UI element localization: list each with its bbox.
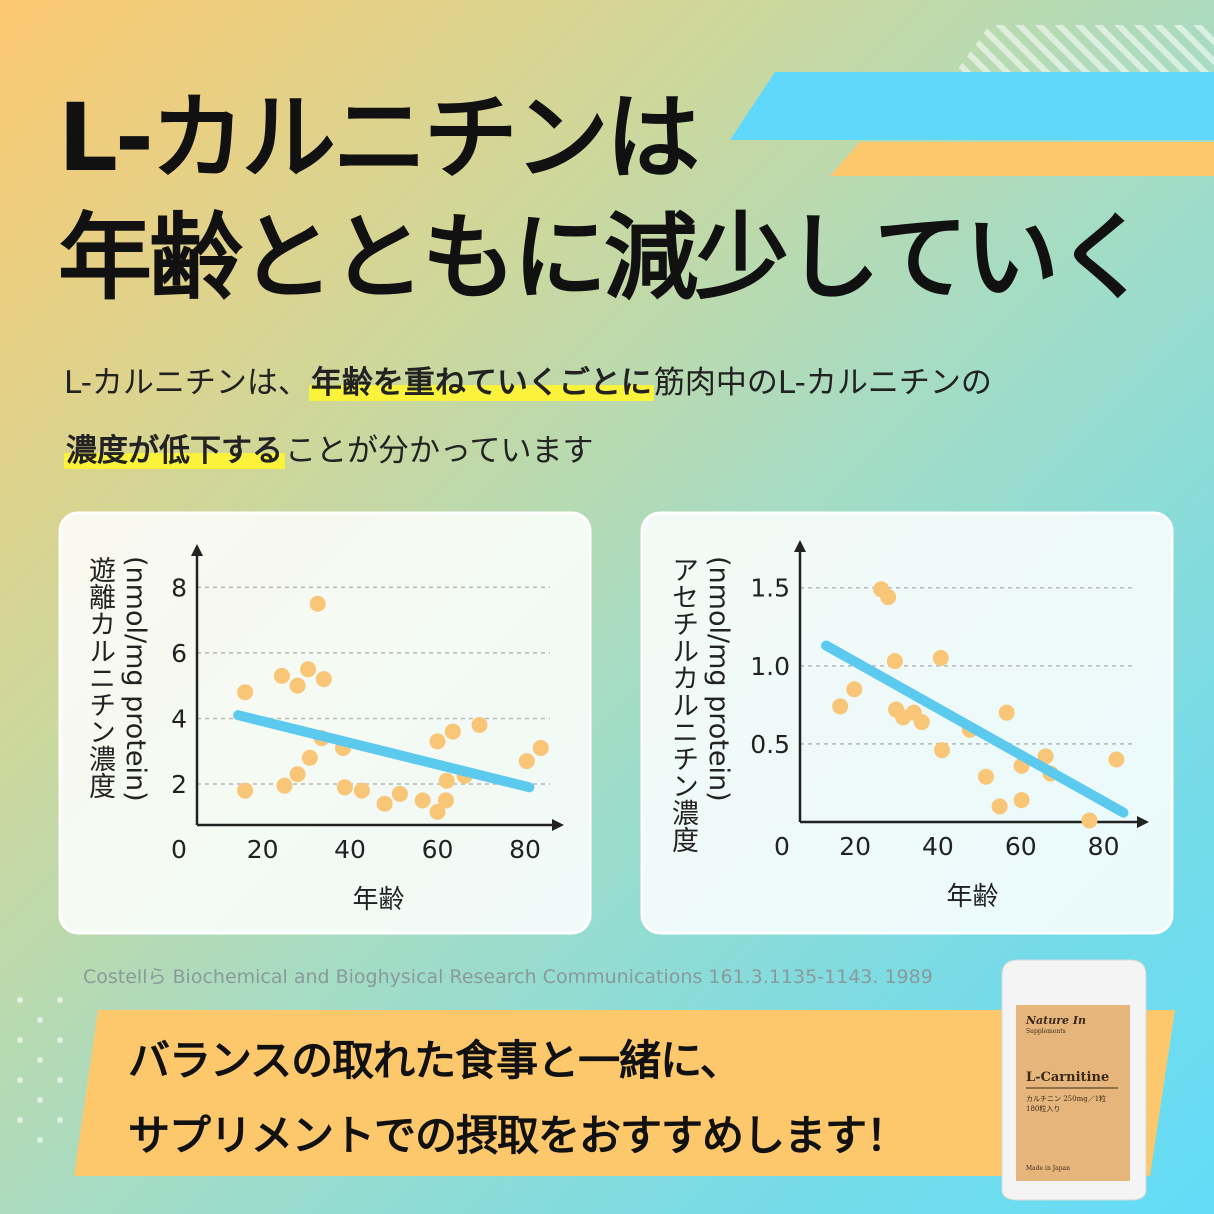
brand: Nature In	[1026, 1014, 1087, 1027]
y-axis-label: 遊離カルニチン濃度	[84, 556, 115, 799]
y-tick-label: 0.5	[750, 730, 790, 759]
trend-line	[821, 640, 1129, 818]
y-axis-arrow	[794, 540, 806, 552]
data-point	[429, 733, 446, 750]
data-point	[438, 772, 455, 789]
data-point	[273, 667, 290, 684]
data-point	[289, 677, 306, 694]
x-axis-label: 年齢	[946, 882, 998, 912]
data-point	[991, 798, 1008, 815]
data-point	[429, 803, 446, 820]
data-point	[437, 792, 454, 809]
data-point	[846, 681, 863, 698]
x-tick-label: 40	[922, 832, 954, 861]
data-point	[1037, 748, 1054, 765]
intro-line: L-カルニチンは、年齢を重ねていくごとに筋肉中のL-カルニチンの	[64, 365, 992, 401]
dot-decoration	[17, 997, 63, 1143]
x-axis-arrow	[552, 819, 564, 831]
x-tick-label: 40	[334, 835, 366, 864]
x-tick-label: 80	[1088, 832, 1120, 861]
data-point	[301, 749, 318, 766]
data-point	[353, 782, 370, 799]
data-point	[886, 653, 903, 670]
data-point	[977, 768, 994, 785]
package-label	[1016, 1005, 1130, 1181]
y-axis-unit: (nmol/mg protein)	[120, 556, 151, 802]
data-point	[832, 698, 849, 715]
intro-text: 筋肉中のL-カルニチンの	[653, 365, 992, 401]
y-tick-label: 2	[171, 770, 187, 799]
data-point	[1013, 792, 1030, 809]
data-point	[376, 795, 393, 812]
data-point	[880, 589, 897, 606]
chart-card	[58, 511, 592, 935]
y-axis-arrow	[191, 544, 203, 556]
x-tick-label: 60	[1005, 832, 1037, 861]
y-tick-label: 1.5	[750, 574, 790, 603]
title: L-カルニチンは	[58, 84, 700, 193]
x-tick-label: 80	[509, 835, 541, 864]
cyan-stripe	[730, 72, 1214, 140]
y-tick-label: 8	[171, 573, 187, 602]
data-point	[300, 661, 317, 678]
data-point	[336, 779, 353, 796]
data-point	[237, 684, 254, 701]
orange-stripe	[830, 142, 1214, 176]
data-point	[289, 766, 306, 783]
banner-text: バランスの取れた食事と一緒に、	[128, 1036, 742, 1085]
x-tick-label: 60	[422, 835, 454, 864]
data-point	[276, 777, 293, 794]
product-count: 180粒入り	[1026, 1105, 1061, 1113]
data-point	[309, 595, 326, 612]
citation: Costellら Biochemical and Bioghysical Res…	[83, 966, 933, 988]
x-tick-label: 20	[247, 835, 279, 864]
y-axis-unit: (nmol/mg protein)	[703, 556, 734, 802]
data-point	[532, 739, 549, 756]
highlight-text: 濃度が低下する	[64, 433, 285, 469]
intro-text: L-カルニチンは、	[64, 365, 309, 401]
banner-text: サプリメントでの摂取をおすすめします！	[128, 1111, 908, 1160]
x-axis-label: 年齢	[352, 885, 404, 915]
y-tick-label: 1.0	[750, 652, 790, 681]
highlight-text: 年齢を重ねていくごとに	[308, 365, 654, 401]
data-point	[237, 782, 254, 799]
data-point	[934, 742, 951, 759]
data-point	[315, 671, 332, 688]
trend-line	[233, 710, 535, 793]
data-point	[444, 723, 461, 740]
data-point	[1081, 812, 1098, 829]
brand-sub: Supplements	[1026, 1028, 1066, 1035]
banner-background	[74, 1010, 1175, 1176]
data-point	[414, 792, 431, 809]
data-point	[391, 785, 408, 802]
origin-label: 0	[774, 832, 790, 861]
product-origin: Made in Japan	[1026, 1165, 1070, 1172]
product-detail: カルチニン 250mg／1粒	[1026, 1095, 1107, 1103]
y-axis-label: アセチルカルニチン濃度	[667, 556, 698, 853]
product-name: L-Carnitine	[1026, 1070, 1110, 1085]
data-point	[932, 650, 949, 667]
y-tick-label: 4	[171, 704, 187, 733]
data-point	[518, 753, 535, 770]
data-point	[471, 717, 488, 734]
x-tick-label: 20	[839, 832, 871, 861]
origin-label: 0	[171, 835, 187, 864]
y-tick-label: 6	[171, 639, 187, 668]
title: 年齢とともに減少していく	[58, 204, 1150, 313]
intro-line: 濃度が低下することが分かっています	[64, 433, 594, 469]
data-point	[998, 704, 1015, 721]
data-point	[1108, 751, 1125, 768]
x-axis-arrow	[1137, 816, 1149, 828]
data-point	[913, 714, 930, 731]
intro-text: ことが分かっています	[285, 433, 594, 469]
